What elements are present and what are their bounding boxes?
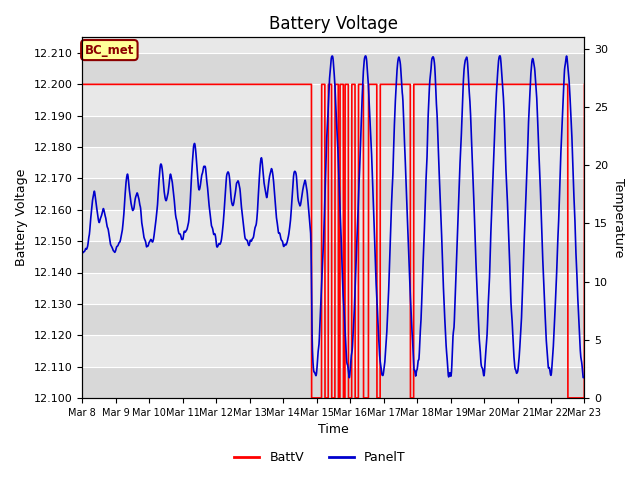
Bar: [82, 179, 584, 210]
Text: BC_met: BC_met: [84, 44, 134, 57]
Bar: [82, 147, 584, 179]
Bar: [82, 53, 584, 84]
Bar: [82, 84, 584, 116]
Bar: [82, 116, 584, 147]
X-axis label: Time: Time: [318, 423, 349, 436]
Bar: [82, 335, 584, 367]
Y-axis label: Battery Voltage: Battery Voltage: [15, 169, 28, 266]
Bar: [82, 273, 584, 304]
Bar: [82, 210, 584, 241]
Bar: [82, 241, 584, 273]
Title: Battery Voltage: Battery Voltage: [269, 15, 398, 33]
Legend: BattV, PanelT: BattV, PanelT: [229, 446, 411, 469]
Bar: [82, 304, 584, 335]
Y-axis label: Temperature: Temperature: [612, 178, 625, 257]
Bar: [82, 367, 584, 398]
